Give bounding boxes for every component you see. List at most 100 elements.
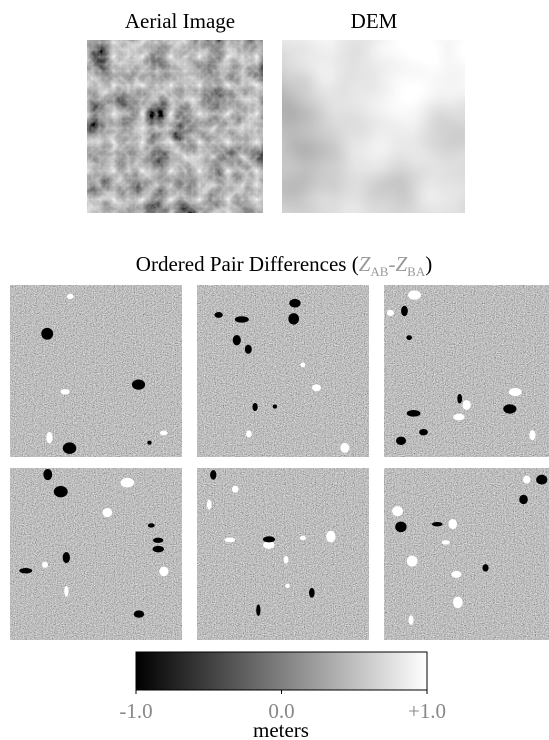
blob [132, 379, 145, 389]
difference-panel [197, 285, 369, 457]
heading-text: Ordered Pair Differences [136, 252, 347, 276]
difference-panel [384, 468, 549, 640]
dem-image [282, 40, 465, 213]
blob [232, 486, 238, 493]
z: Z [395, 252, 407, 276]
blob [407, 556, 418, 567]
paren: ) [425, 252, 432, 276]
subscript: AB [370, 264, 388, 279]
blob [509, 388, 522, 396]
blob [289, 299, 300, 308]
blob [406, 335, 412, 340]
panel-texture [10, 468, 182, 640]
blob [63, 552, 70, 563]
difference-panel [384, 285, 549, 457]
dem-title: DEM [351, 9, 398, 33]
blob [396, 437, 406, 445]
blob [245, 345, 252, 354]
blob [536, 475, 547, 485]
blob [340, 443, 349, 453]
difference-panel [197, 468, 369, 640]
blob [153, 538, 163, 543]
blob [120, 478, 134, 488]
blob [529, 430, 535, 440]
blob [503, 404, 516, 413]
blob [409, 615, 414, 624]
blob [235, 316, 249, 322]
panel-texture [384, 468, 549, 640]
blob [300, 536, 306, 540]
blob [523, 476, 530, 484]
blob [407, 410, 421, 417]
blob [288, 313, 299, 325]
tick-label: +1.0 [408, 699, 446, 723]
blob [148, 523, 155, 527]
blob [453, 597, 463, 609]
blob [401, 306, 408, 316]
blob [159, 567, 168, 577]
minus: - [388, 252, 395, 276]
heading: Ordered Pair Differences (ZAB-ZBA) [136, 252, 432, 279]
blob [207, 500, 212, 510]
panel-texture [197, 468, 369, 640]
paren: ( [352, 252, 359, 276]
blob [252, 403, 257, 411]
blob [387, 310, 394, 316]
blob [41, 328, 53, 340]
blob [54, 486, 68, 497]
colorbar-label: meters [253, 718, 309, 740]
blob [160, 431, 168, 436]
z: Z [359, 252, 371, 276]
blob [147, 441, 151, 445]
blob [408, 290, 421, 299]
blob [284, 556, 289, 564]
blob [432, 522, 443, 526]
blob [392, 506, 403, 516]
blob [448, 519, 457, 529]
blob [326, 531, 335, 543]
blob [419, 429, 428, 435]
blob [233, 335, 241, 345]
blob [67, 294, 74, 299]
blob [273, 404, 277, 408]
blob [225, 538, 236, 543]
colorbar [136, 652, 427, 690]
panel-texture [10, 285, 182, 457]
blob [246, 430, 252, 437]
blob [63, 442, 76, 453]
blob [519, 495, 528, 504]
page: Aerial Image DEM Ordered Pair Difference… [0, 0, 549, 740]
blob [312, 384, 321, 391]
difference-panel [10, 468, 182, 640]
blob [451, 571, 461, 578]
blob [60, 389, 69, 395]
blob [19, 568, 32, 573]
figure: Aerial Image DEM Ordered Pair Difference… [0, 0, 549, 740]
panel-texture [197, 285, 369, 457]
tick-label: -1.0 [119, 699, 152, 723]
blob [300, 362, 305, 367]
difference-panel [10, 285, 182, 457]
blob [457, 394, 462, 404]
blob [395, 522, 406, 533]
blob [263, 536, 275, 542]
blob [285, 584, 290, 588]
blob [482, 564, 488, 571]
blob [46, 432, 52, 443]
blob [153, 546, 164, 552]
blob [256, 604, 260, 616]
blob [134, 610, 144, 617]
blob [214, 312, 222, 318]
blob [43, 469, 52, 480]
aerial-title: Aerial Image [125, 9, 235, 33]
blob [442, 540, 450, 544]
blob [42, 562, 48, 568]
blob [102, 508, 112, 517]
blob [453, 414, 464, 421]
blob [64, 586, 68, 597]
blob [210, 470, 216, 480]
blob [462, 400, 471, 410]
blob [309, 588, 315, 598]
subscript: BA [407, 264, 426, 279]
aerial-image [87, 40, 263, 213]
